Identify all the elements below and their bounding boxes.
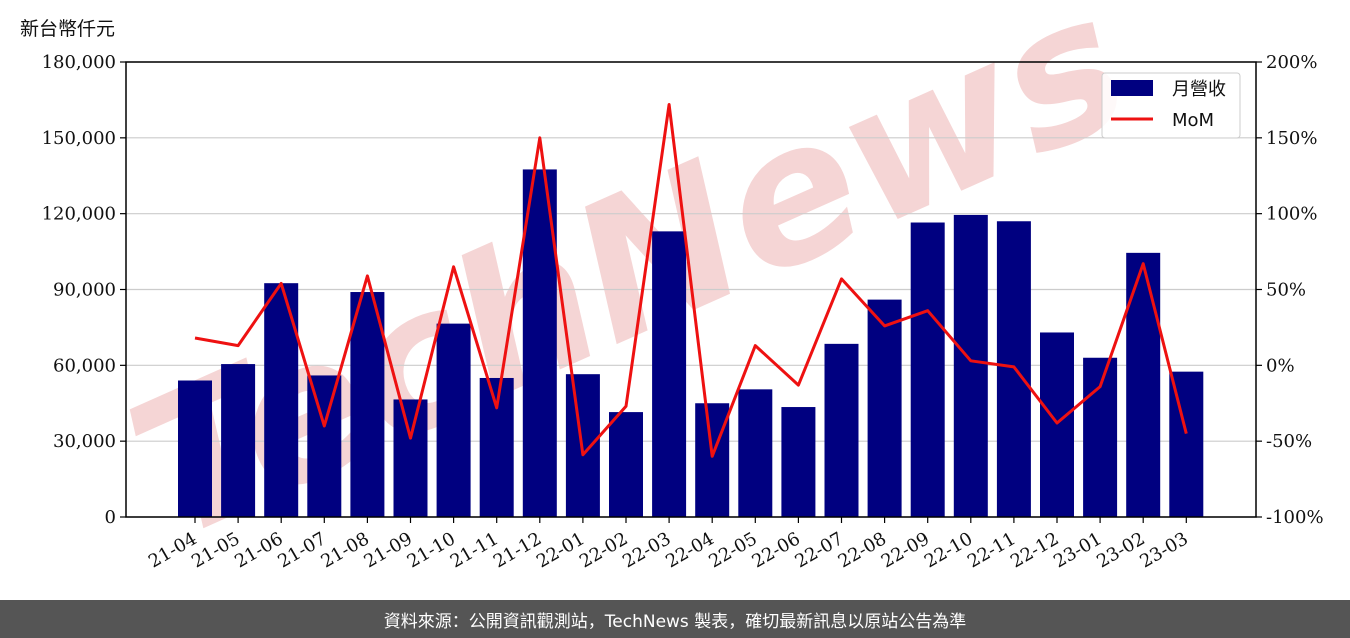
right-tick-label: 0% (1266, 355, 1295, 376)
mom-series-line (194, 103, 1188, 458)
bar-23-03 (1169, 371, 1204, 517)
bar-21-08 (350, 292, 385, 517)
bar-22-10 (953, 214, 988, 518)
right-tick-label: 50% (1266, 280, 1306, 301)
bar-23-02 (1126, 252, 1161, 517)
left-tick-label: 60,000 (53, 355, 116, 376)
left-tick-label: 0 (105, 507, 116, 528)
x-tick-label-22-08: 22-08 (835, 528, 890, 572)
x-tick-label-22-05: 22-05 (705, 528, 760, 572)
bar-21-10 (436, 323, 471, 517)
x-tick-label-22-01: 22-01 (533, 528, 588, 572)
right-tick-label: 150% (1266, 128, 1317, 149)
x-tick-label-22-02: 22-02 (576, 528, 631, 572)
right-tick-label: -50% (1266, 431, 1312, 452)
x-tick-label-21-11: 21-11 (447, 528, 502, 572)
bar-21-09 (393, 399, 428, 517)
x-tick-label-21-09: 21-09 (361, 528, 416, 572)
x-tick-label-23-01: 23-01 (1050, 528, 1105, 572)
bar-23-01 (1083, 357, 1118, 517)
bar-21-07 (307, 375, 342, 517)
left-tick-label: 90,000 (53, 280, 116, 301)
x-tick-label-22-10: 22-10 (921, 528, 976, 572)
x-tick-label-22-11: 22-11 (964, 528, 1019, 572)
y-axis-unit-label: 新台幣仟元 (20, 18, 116, 40)
x-tick-label-22-03: 22-03 (619, 528, 674, 572)
bar-22-02 (609, 412, 643, 517)
legend-revenue-label: 月營收 (1172, 79, 1226, 100)
revenue-chart: TechNews 030,00060,00090,000120,000150,0… (42, 0, 1324, 583)
legend-mom-label: MoM (1172, 110, 1214, 131)
x-tick-label-23-02: 23-02 (1093, 528, 1148, 572)
legend: 月營收 MoM (1101, 72, 1241, 139)
left-tick-label: 120,000 (42, 204, 116, 225)
right-tick-label: -100% (1266, 507, 1324, 528)
bar-22-07 (824, 343, 859, 517)
x-tick-label-21-12: 21-12 (490, 528, 545, 572)
x-tick-label-22-04: 22-04 (662, 528, 717, 572)
right-tick-label: 100% (1266, 204, 1317, 225)
bar-22-03 (652, 231, 687, 517)
x-tick-label-21-08: 21-08 (317, 528, 372, 572)
bar-22-05 (738, 389, 773, 517)
x-tick-label-22-12: 22-12 (1007, 528, 1062, 572)
x-tick-label-23-03: 23-03 (1136, 528, 1191, 572)
bar-22-04 (695, 403, 730, 517)
bar-21-04 (178, 380, 212, 517)
bar-22-09 (910, 222, 945, 517)
bar-21-05 (221, 364, 256, 517)
x-tick-label-22-06: 22-06 (748, 528, 803, 572)
bar-22-06 (781, 407, 816, 517)
bar-22-08 (867, 299, 902, 517)
left-tick-label: 30,000 (53, 431, 116, 452)
x-tick-label-21-10: 21-10 (404, 528, 459, 572)
x-tick-label-22-07: 22-07 (792, 528, 847, 572)
source-footer: 資料來源：公開資訊觀測站，TechNews 製表，確切最新訊息以原站公告為準 (0, 600, 1350, 638)
left-tick-label: 180,000 (42, 52, 116, 73)
x-tick-label-22-09: 22-09 (878, 528, 933, 572)
left-tick-label: 150,000 (42, 128, 116, 149)
legend-bar-swatch (1111, 80, 1153, 96)
right-tick-label: 200% (1266, 52, 1317, 73)
bar-22-12 (1040, 332, 1074, 517)
